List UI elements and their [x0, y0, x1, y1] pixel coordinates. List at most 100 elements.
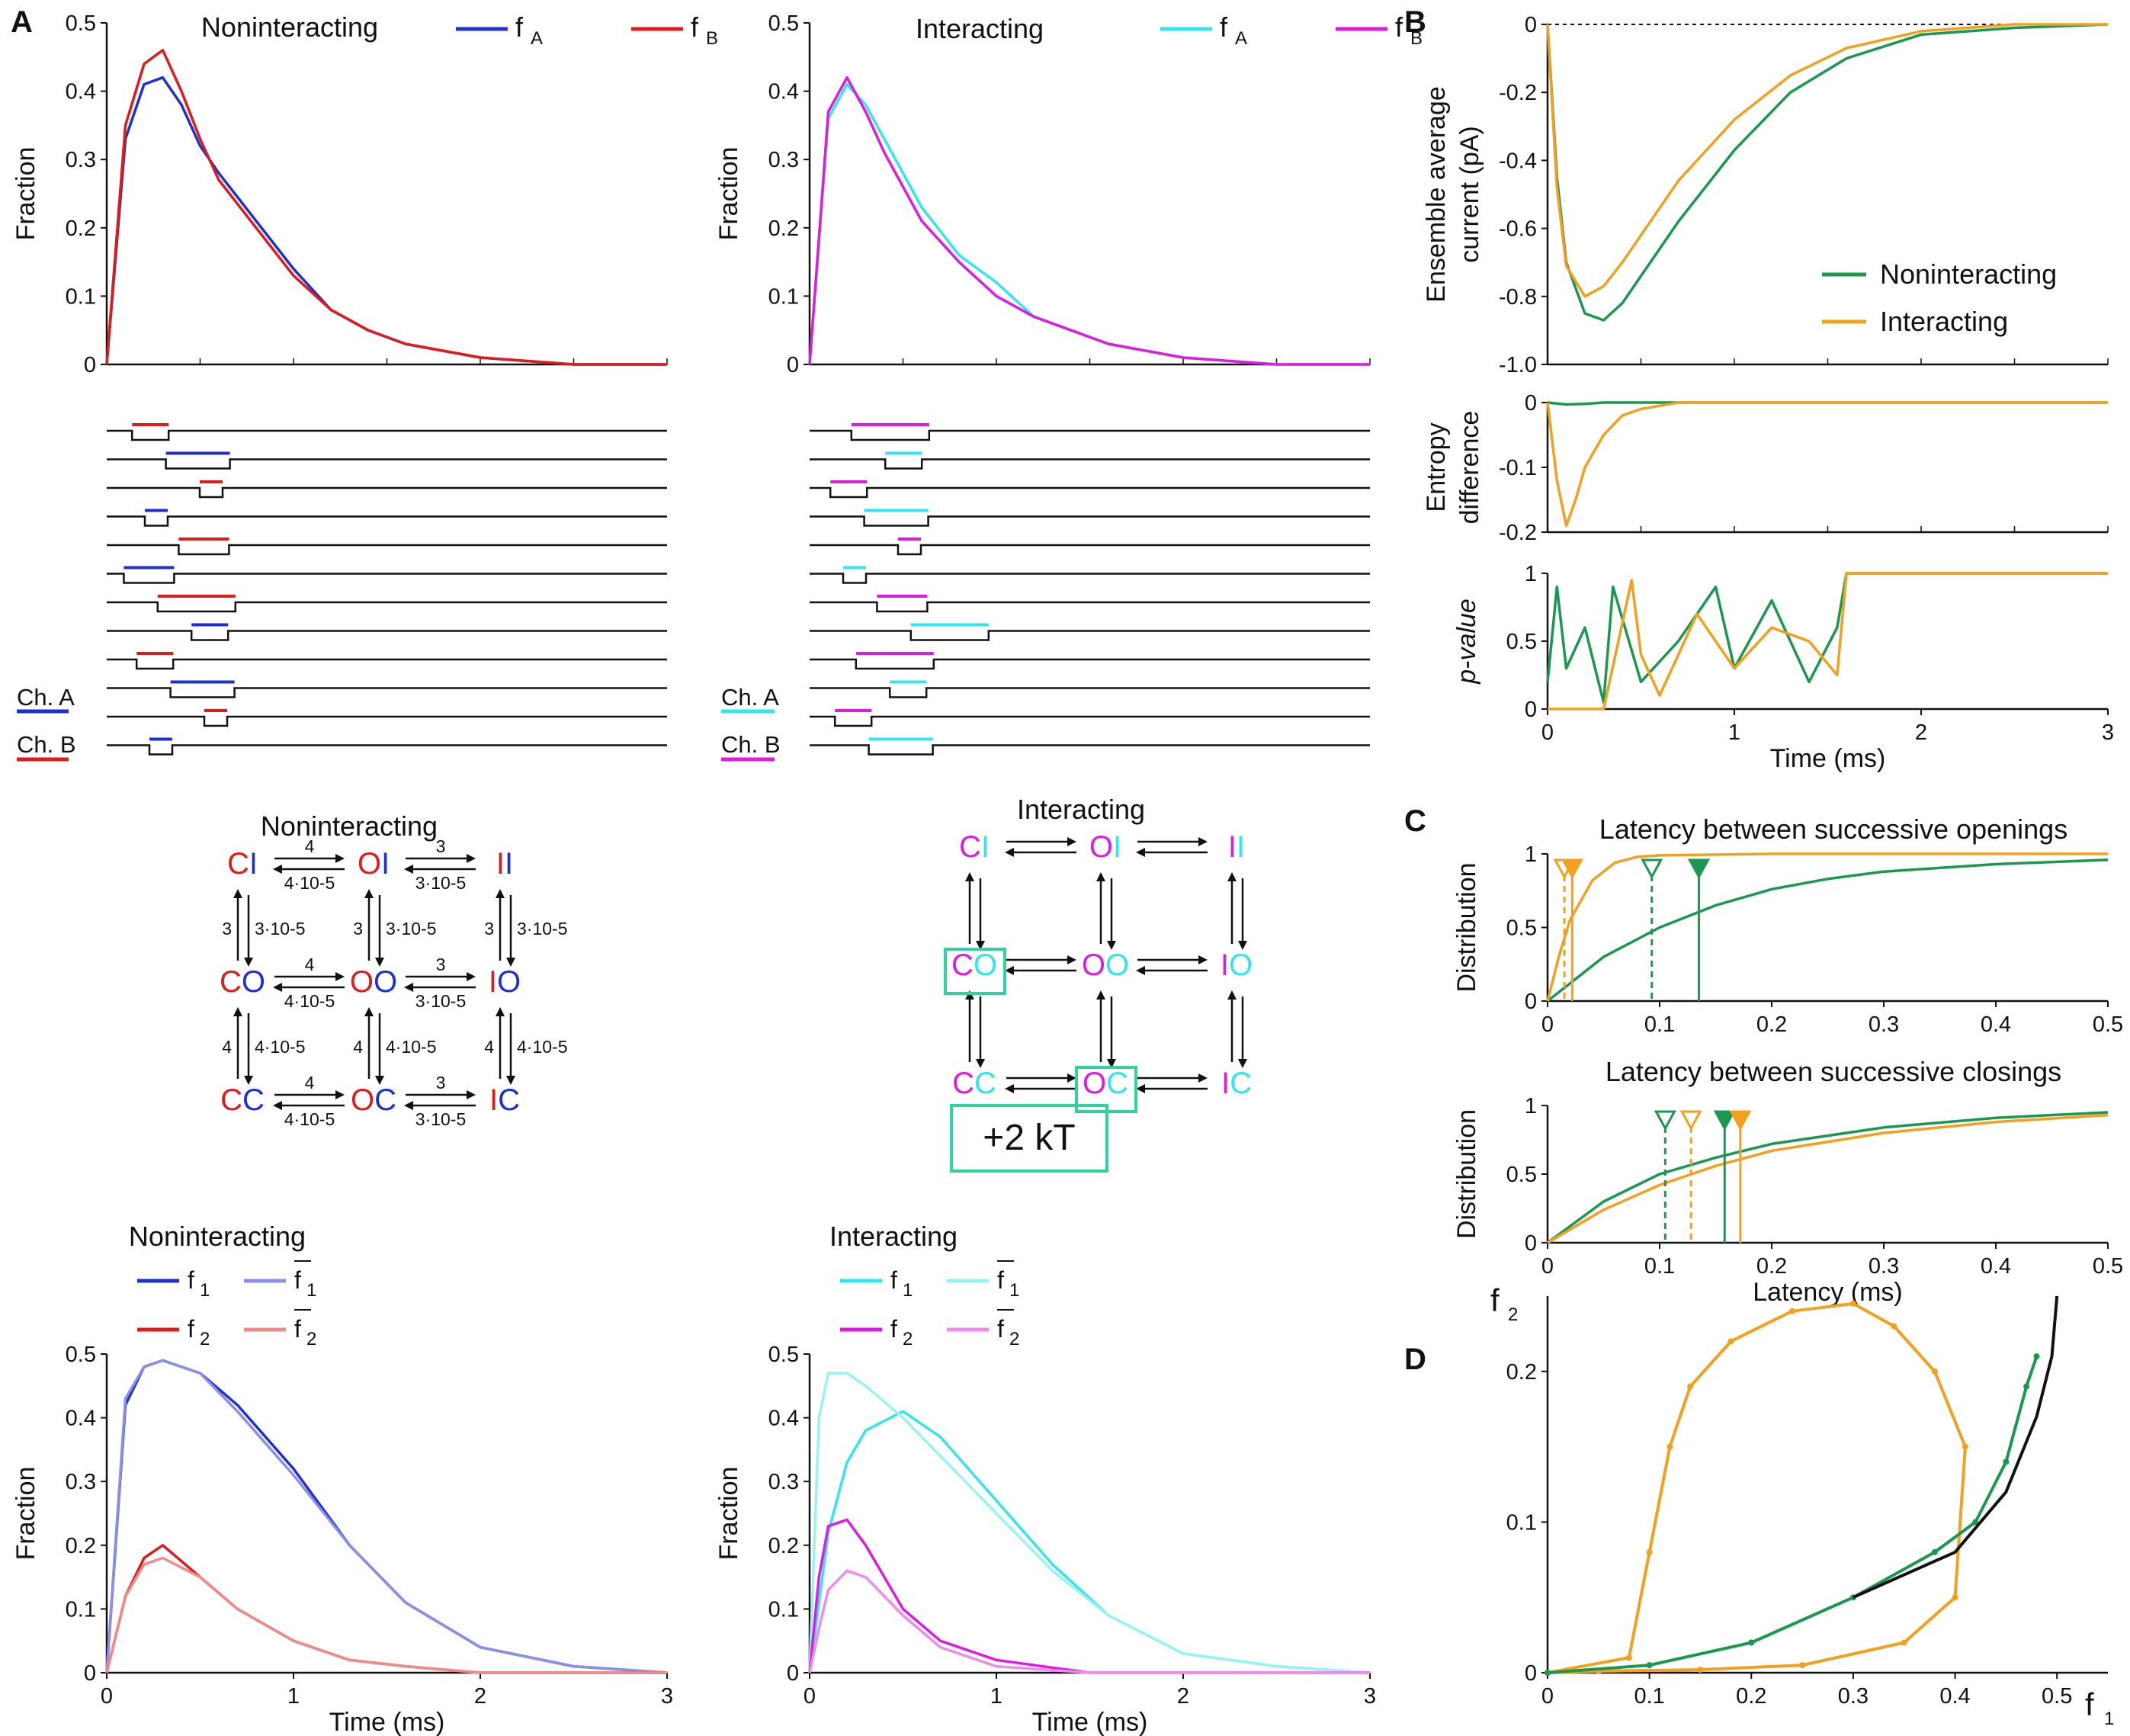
rate-label: 4·10-5: [255, 1037, 305, 1057]
y-tick-label: 0.5: [768, 11, 799, 36]
arrow-head: [404, 983, 413, 992]
x-tick-label: 2: [474, 1684, 486, 1709]
arrow-head: [273, 983, 282, 992]
y-tick-label: 0.4: [768, 1407, 799, 1431]
marker-triangle: [1654, 1110, 1676, 1131]
y-axis-label: f: [1490, 1282, 1500, 1318]
state-label: CO: [220, 965, 265, 999]
x-tick-label: 0.3: [1869, 1254, 1899, 1279]
scatter-point: [1687, 1383, 1694, 1390]
chart-title: Latency between successive closings: [1606, 1056, 2061, 1087]
trace-line: [107, 486, 667, 499]
y-tick-label: 1: [1525, 562, 1537, 586]
y-tick-label: 0.2: [66, 217, 96, 241]
state-label: CI: [959, 830, 990, 864]
rate-label: 4·10-5: [284, 991, 335, 1011]
y-tick-label: 0: [787, 353, 799, 377]
scatter-point: [2033, 1353, 2040, 1360]
arrow-head: [1067, 955, 1076, 964]
x-tick-label: 0: [1541, 720, 1554, 745]
series-line-Interacting: [1546, 852, 2108, 1002]
arrow-head: [467, 854, 476, 863]
state-label: CO: [951, 948, 997, 982]
channel-b-label-int: Ch. B: [721, 731, 781, 758]
scatter-point: [1799, 1662, 1806, 1669]
y-tick-label: -0.8: [1499, 285, 1537, 310]
rate-label: 3·10-5: [415, 873, 466, 893]
x-tick-label: 0.1: [1644, 1012, 1675, 1037]
series-line-fA: [808, 82, 1370, 366]
trace-line: [810, 744, 1370, 756]
channel-b-label: Ch. B: [17, 731, 76, 758]
arrow-head: [335, 1090, 345, 1099]
x-tick-label: 3: [2102, 720, 2114, 745]
legend-sub: 2: [903, 1329, 913, 1349]
x-tick-label: 0: [1541, 1012, 1554, 1037]
scatter-point: [1952, 1594, 1958, 1601]
x-tick-label: 0.4: [1939, 1684, 1970, 1709]
scatter-point: [1901, 1639, 1907, 1646]
y-tick-label: -0.4: [1499, 149, 1537, 173]
series-line-f1: [105, 1359, 668, 1674]
rate-label: 4: [222, 1037, 232, 1057]
scatter-point: [1748, 1639, 1755, 1646]
y-tick-label: 0.4: [66, 80, 96, 104]
scatter-point: [1646, 1662, 1653, 1669]
chart-title: Noninteracting: [129, 1221, 306, 1252]
rate-label: 4: [353, 1037, 363, 1057]
arrow-head: [965, 872, 974, 881]
arrow-head: [1067, 837, 1076, 846]
arrow-head: [467, 1090, 476, 1099]
legend-sub: 2: [306, 1329, 316, 1349]
arrow-head: [1227, 872, 1237, 881]
arrow-head: [273, 865, 282, 874]
arrow-head: [1107, 941, 1116, 950]
scatter-point: [1625, 1654, 1632, 1661]
chart-title: Noninteracting: [201, 11, 378, 43]
trace-line: [810, 601, 1370, 613]
series-line-Noninteracting: [1546, 1111, 2109, 1244]
trace-line: [107, 573, 667, 584]
channel-traces-noninteracting: [107, 423, 667, 756]
legend-sub: 1: [306, 1280, 316, 1301]
x-tick-label: 0.1: [1644, 1254, 1675, 1279]
chart-phase-plot: 00.10.20 0.1 0.2 0.3 0.4 0.5 f 1f 2: [1490, 1282, 2114, 1729]
x-tick-label: 3: [1364, 1684, 1376, 1709]
legend-label: f: [294, 1315, 301, 1343]
y-tick-label: 0: [1525, 1231, 1537, 1256]
legend-label: Interacting: [1880, 306, 2008, 337]
x-tick-label: 0.4: [1981, 1254, 2011, 1279]
x-axis-label: f: [2085, 1686, 2094, 1722]
chart-ensemble-current: 0 -0.2 -0.4 -0.6 -0.8 -1.0 Ensemble average cur…: [1422, 13, 2109, 377]
legend-label: f: [515, 11, 524, 43]
y-tick-label: 0.5: [66, 11, 96, 36]
energy-label: +2 kT: [983, 1118, 1075, 1158]
y-tick-label: 0.4: [66, 1407, 96, 1431]
x-tick-label: 0.3: [1869, 1012, 1899, 1037]
arrow-head: [1005, 1084, 1014, 1093]
arrow-head: [1067, 1073, 1076, 1083]
series-line-f1bar: [105, 1359, 668, 1674]
arrow-head: [244, 1076, 253, 1085]
x-tick-label: 1: [990, 1684, 1002, 1709]
legend-label: f: [1220, 11, 1228, 43]
panel-letter-d: D: [1404, 1343, 1426, 1376]
rate-label: 3·10-5: [517, 919, 567, 939]
series-line-Noninteracting: [1547, 1356, 2039, 1674]
arrow-head: [1238, 1059, 1247, 1068]
scatter-point: [2003, 1458, 2010, 1465]
y-tick-label: 0: [787, 1661, 799, 1686]
y-axis-label: Ensemble average: [1422, 86, 1451, 303]
marker-triangle: [1729, 1110, 1752, 1131]
channel-traces-interacting: [810, 423, 1370, 756]
legend-sub: 1: [200, 1280, 210, 1301]
trace-line: [810, 486, 1370, 499]
y-axis-label: Entropy: [1422, 422, 1451, 512]
rate-label: 4: [484, 1037, 494, 1057]
rate-label: 3: [436, 955, 446, 974]
arrow-head: [1136, 1084, 1145, 1093]
rate-label: 3: [436, 836, 446, 856]
